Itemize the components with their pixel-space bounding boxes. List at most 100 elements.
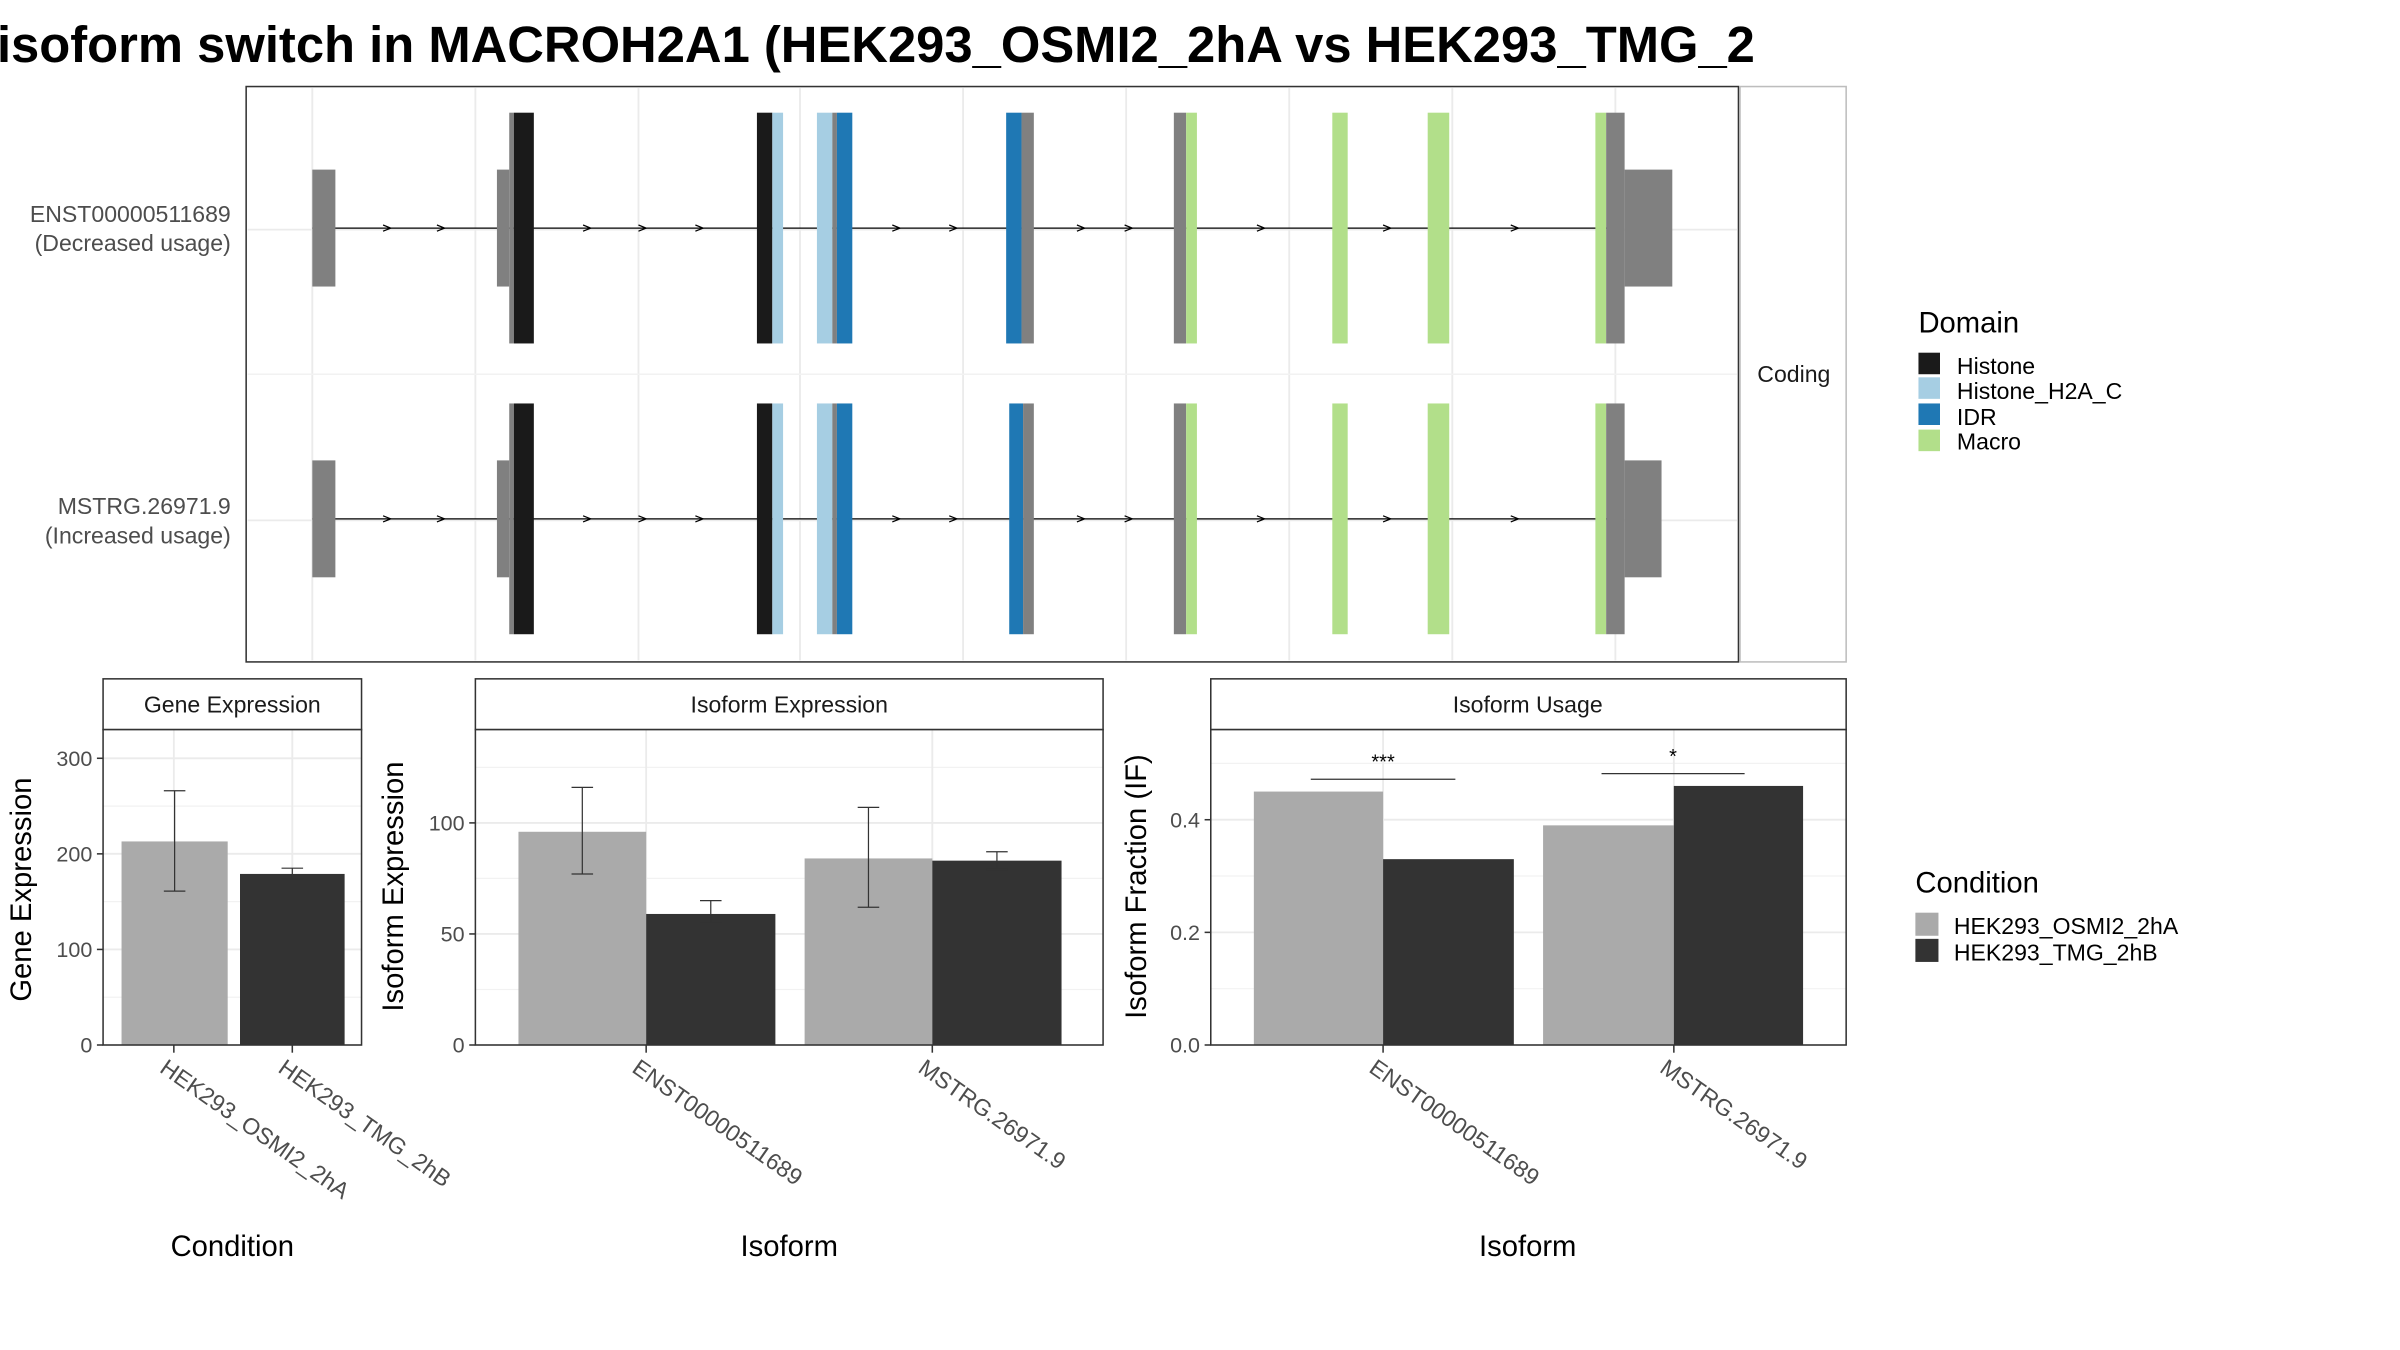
tx2-exon-9-edge xyxy=(1606,403,1625,635)
tx2-exon-9-macro xyxy=(1595,403,1607,635)
tx1-strand-arrow-11 xyxy=(1510,224,1521,232)
tx2-exon-7-macro xyxy=(1332,403,1348,635)
tx1-exon-2-edge xyxy=(509,112,514,344)
legend-label-idr: IDR xyxy=(1957,404,1997,430)
isoform-expression-plot: 0 50 100 ENST00000511689 MSTRG.26971.9 xyxy=(429,728,1104,1191)
facet-label-coding: Coding xyxy=(1757,361,1830,387)
usage-bar-enst-osmi2 xyxy=(1253,791,1384,1045)
tx1-exon-5-idr xyxy=(1006,112,1022,344)
tx1-strand-arrow-5 xyxy=(892,224,902,232)
tx1-exon-3-h2a-c xyxy=(772,112,784,344)
legend-label-tmg: HEK293_TMG_2hB xyxy=(1954,939,2158,965)
gene-xtick-label-0: HEK293_OSMI2_2hA xyxy=(156,1054,355,1204)
gene-panel-border xyxy=(102,728,363,1046)
usage-sig-label-1: * xyxy=(1669,746,1677,768)
gene-ytick-label-0: 0 xyxy=(80,1034,92,1058)
isoform-expression-strip xyxy=(474,678,1104,731)
condition-legend-title: Condition xyxy=(1915,868,2038,900)
usage-ytick-label-2: 0.4 xyxy=(1170,808,1200,832)
tx2-exon-6-edge xyxy=(1173,403,1187,635)
tx1-strand-arrow-6 xyxy=(949,224,959,232)
isoform-expression-ylabel: Isoform Expression xyxy=(378,761,410,1011)
tx2-exon-3-histone xyxy=(756,403,773,635)
tx1-exon-9-utr xyxy=(1624,169,1673,287)
tx1-exon-4-edge xyxy=(832,112,837,344)
isoform-expression-xlabel: Isoform xyxy=(741,1231,838,1263)
tx2-exon-5-edge xyxy=(1023,403,1034,635)
usage-ytick-label-1: 0.2 xyxy=(1170,921,1200,945)
gene-expression-title: Gene Expression xyxy=(144,692,321,718)
tx1-exon-4-h2a-c xyxy=(816,112,833,344)
legend-key-tmg xyxy=(1915,938,1939,962)
tx1-strand-arrow-8 xyxy=(1124,224,1134,232)
isoform-expression-title: Isoform Expression xyxy=(691,692,888,718)
condition-legend: Condition HEK293_OSMI2_2hA HEK293_TMG_2h… xyxy=(1915,868,2179,965)
transcript-label-1: ENST00000511689 (Decreased usage) xyxy=(30,201,231,256)
tx2-strand-arrow-9 xyxy=(1256,515,1267,523)
tx1-exon-6-macro xyxy=(1186,112,1197,344)
tx2-strand-arrow-0 xyxy=(382,515,393,523)
tx2-exon-2-histone xyxy=(513,403,534,635)
tx1-exon-8-macro xyxy=(1427,112,1450,344)
legend-label-histone: Histone xyxy=(1957,353,2035,379)
isoexp-ytick-label-0: 0 xyxy=(453,1034,465,1058)
facet-strip-coding xyxy=(1739,85,1847,663)
legend-key-osmi2 xyxy=(1915,912,1939,936)
tx2-strand-arrow-6 xyxy=(949,515,959,523)
tx1-exon-5-edge xyxy=(1021,112,1034,344)
isoform-usage-strip xyxy=(1210,678,1847,731)
tx2-exon-3-h2a-c xyxy=(772,403,784,635)
tx1-strand-arrow-7 xyxy=(1076,224,1087,232)
tx1-strand-arrow-1 xyxy=(436,224,447,232)
gene-expression-xlabel: Condition xyxy=(171,1231,294,1263)
gene-bar-tmg xyxy=(240,873,345,1045)
isoexp-bar-enst-tmg xyxy=(646,913,776,1045)
tx1-exon-9-macro xyxy=(1595,112,1607,344)
tx1-exon-2-utr xyxy=(496,169,510,287)
isoexp-ytick-label-2: 100 xyxy=(429,812,465,836)
tx1-strand-arrow-2 xyxy=(582,224,593,232)
legend-key-histone xyxy=(1918,352,1940,375)
usage-xtick-label-0: ENST00000511689 xyxy=(1365,1054,1544,1191)
tx2-strand-arrow-3 xyxy=(638,515,648,523)
usage-bar-mstrg-tmg xyxy=(1673,785,1804,1045)
tx2-exon-2-utr xyxy=(496,460,510,578)
domain-legend: Domain Histone Histone_H2A_C IDR Macro xyxy=(1918,308,2122,455)
tx1-exon-1-utr xyxy=(312,169,336,287)
isoform-expression-panel: Isoform Expression 0 50 100 ENST00000511689… xyxy=(378,678,1104,1263)
tx2-exon-1-utr xyxy=(312,460,336,578)
legend-label-osmi2: HEK293_OSMI2_2hA xyxy=(1954,913,2179,939)
tx2-exon-5-idr xyxy=(1009,403,1024,635)
tx1-exon-9-edge xyxy=(1606,112,1625,344)
usage-bar-enst-tmg xyxy=(1383,859,1514,1045)
tx2-exon-4-idr xyxy=(836,403,853,635)
tx1-exon-7-macro xyxy=(1332,112,1348,344)
tx1-strand-arrow-4 xyxy=(695,224,705,232)
isoexp-xtick-label-1: MSTRG.26971.9 xyxy=(914,1054,1071,1175)
tx2-strand-arrow-5 xyxy=(892,515,902,523)
legend-label-histone-h2a-c: Histone_H2A_C xyxy=(1957,378,2122,404)
tx2-strand-arrow-8 xyxy=(1124,515,1134,523)
isoexp-panel-border xyxy=(474,728,1104,1046)
tx2-exon-6-macro xyxy=(1186,403,1197,635)
legend-key-macro xyxy=(1918,429,1940,452)
gene-expression-strip xyxy=(102,678,363,731)
transcript-note-2: (Increased usage) xyxy=(45,522,231,548)
tx2-strand-arrow-2 xyxy=(582,515,593,523)
structure-transcripts xyxy=(312,112,1673,635)
tx1-strand-arrow-10 xyxy=(1382,224,1393,232)
gene-ytick-label-2: 200 xyxy=(56,843,92,867)
transcript-label-2: MSTRG.26971.9 (Increased usage) xyxy=(45,493,231,548)
tx1-exon-6-edge xyxy=(1173,112,1187,344)
tx2-strand-arrow-10 xyxy=(1382,515,1393,523)
isoexp-ytick-label-1: 50 xyxy=(441,923,465,947)
tx1-exon-2-histone xyxy=(513,112,534,344)
tx2-strand-arrow-11 xyxy=(1510,515,1521,523)
isoexp-xtick-label-0: ENST00000511689 xyxy=(628,1054,807,1191)
transcript-note-1: (Decreased usage) xyxy=(35,230,231,256)
structure-panel: Coding ENST00000511689 (Decreased usage)… xyxy=(30,85,1847,663)
tx1-strand-arrow-3 xyxy=(638,224,648,232)
usage-xtick-label-1: MSTRG.26971.9 xyxy=(1656,1054,1813,1175)
legend-key-idr xyxy=(1918,403,1940,425)
